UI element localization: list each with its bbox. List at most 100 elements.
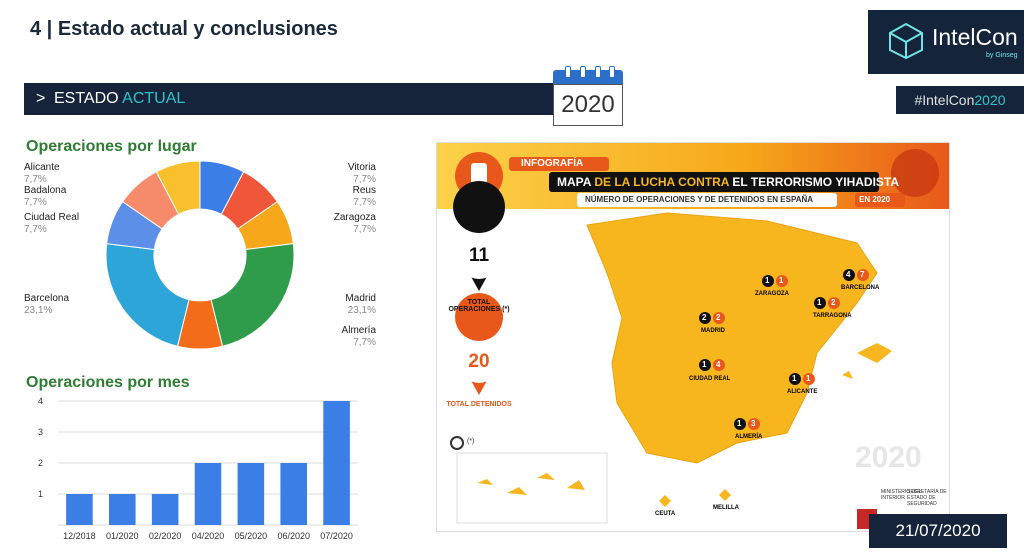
pin-det: 2: [831, 298, 836, 307]
pin-det: 1: [779, 276, 784, 285]
pie-chart-title: Operaciones por lugar: [26, 138, 197, 155]
melilla-shape: [719, 489, 731, 501]
pie-label: Almería: [341, 325, 376, 336]
pie-pct: 7,7%: [24, 174, 47, 185]
pie-label: Zaragoza: [333, 212, 376, 223]
pin-ops: 1: [792, 374, 797, 383]
donut-chart: [105, 160, 295, 350]
hashtag-badge: #IntelCon2020: [896, 86, 1024, 114]
location-pin-icon: [450, 436, 464, 450]
city-label: ALICANTE: [787, 389, 818, 395]
x-tick-label: 12/2018: [63, 531, 96, 541]
city-label: CEUTA: [655, 511, 676, 517]
x-tick-label: 02/2020: [149, 531, 182, 541]
pie-label: Alicante: [24, 162, 60, 173]
page-title: 4 | Estado actual y conclusiones: [30, 18, 338, 40]
pie-slice-barcelona: [105, 243, 190, 347]
city-label: ALMERÍA: [735, 434, 763, 440]
detained-pin-icon: [455, 293, 504, 395]
pin-ops: 1: [765, 276, 770, 285]
city-label: BARCELONA: [841, 285, 880, 291]
map-canvas: [437, 143, 949, 529]
y-tick-label: 3: [38, 427, 43, 437]
total-operations-number: 11: [468, 245, 490, 266]
city-pin-icon: [762, 275, 774, 287]
city-pin-icon: [734, 418, 746, 430]
pie-pct: 7,7%: [353, 224, 376, 235]
globe-icon: [891, 149, 939, 197]
chevron-right-icon: >: [36, 90, 46, 107]
city-pin-icon: [843, 269, 855, 281]
bar-06-2020: [280, 463, 307, 525]
bar-04-2020: [194, 463, 222, 525]
calendar-icon: 2020: [553, 66, 623, 126]
bar-12-2018: [66, 494, 93, 525]
city-label: MELILLA: [713, 505, 739, 511]
city-pin-icon: [699, 312, 711, 324]
map-note: (*): [467, 438, 475, 445]
ceuta-shape: [659, 495, 671, 507]
total-operations-label: TOTAL OPERACIONES (*): [448, 299, 510, 313]
map-headline: MAPA DE LA LUCHA CONTRA EL TERRORISMO YI…: [557, 175, 900, 189]
map-subtitle: NÚMERO DE OPERACIONES Y DE DETENIDOS EN …: [585, 195, 814, 204]
pie-pct: 7,7%: [24, 224, 47, 235]
cube-logo-icon: [889, 22, 923, 60]
bar-05-2020: [237, 463, 265, 525]
pin-det: 1: [806, 374, 811, 383]
y-tick-label: 4: [38, 396, 43, 406]
total-detained-label: TOTAL DETENIDOS: [446, 401, 512, 408]
bar-01-2020: [109, 494, 136, 525]
pie-pct: 23,1%: [24, 305, 53, 316]
ministerio-label: MINISTERIO DEL INTERIOR: [881, 489, 922, 501]
pie-label: Vitoria: [347, 162, 376, 173]
pie-slice-alicante: [155, 160, 201, 215]
map-big-year: 2020: [855, 441, 922, 474]
pie-pct: 7,7%: [353, 197, 376, 208]
pie-label: Ciudad Real: [24, 212, 80, 223]
pin-det: 3: [751, 419, 756, 428]
pin-ops: 1: [702, 360, 707, 369]
pie-label: Reus: [352, 185, 376, 196]
pin-ops: 2: [702, 313, 707, 322]
x-tick-label: 01/2020: [106, 531, 139, 541]
x-tick-label: 07/2020: [320, 531, 353, 541]
intelcon-logo: IntelCon by Ginseg: [868, 10, 1024, 74]
pie-label: Barcelona: [24, 293, 70, 304]
logo-name: IntelCon: [932, 24, 1018, 50]
map-subtitle-year: EN 2020: [859, 195, 891, 204]
pie-pct: 23,1%: [347, 305, 376, 316]
pie-pct: 7,7%: [353, 174, 376, 185]
city-pin-icon: [699, 359, 711, 371]
operations-pin-icon: [453, 181, 506, 291]
pin-ops: 1: [817, 298, 822, 307]
date-badge: 21/07/2020: [869, 514, 1007, 548]
pie-pct: 7,7%: [24, 197, 47, 208]
pie-label: Madrid: [345, 293, 376, 304]
x-tick-label: 04/2020: [192, 531, 225, 541]
pie-label: Badalona: [24, 185, 67, 196]
total-detained-number: 20: [468, 351, 490, 372]
spain-map: [586, 212, 878, 464]
city-pin-icon: [814, 297, 826, 309]
pie-pct: 7,7%: [353, 337, 376, 348]
pin-det: 7: [860, 270, 865, 279]
bar-chart-title: Operaciones por mes: [26, 374, 190, 391]
city-label: MADRID: [701, 328, 725, 334]
secretaria-label: SECRETARÍA DE ESTADO DE SEGURIDAD: [907, 489, 947, 507]
bar-02-2020: [151, 494, 179, 525]
balearic-islands: [857, 343, 892, 363]
city-pin-icon: [789, 373, 801, 385]
canary-inset: [456, 452, 608, 524]
x-tick-label: 05/2020: [235, 531, 268, 541]
city-label: TARRAGONA: [813, 313, 852, 319]
pin-ops: 4: [846, 270, 851, 279]
infographic-map: INFOGRAFÍA MAPA DE LA LUCHA CONTRA EL TE…: [436, 142, 950, 532]
section-bar: > ESTADO ACTUAL: [24, 83, 554, 115]
pin-ops: 1: [737, 419, 742, 428]
city-label: CIUDAD REAL: [689, 376, 731, 382]
bar-07-2020: [323, 401, 350, 525]
pie-slice-madrid: [210, 243, 295, 347]
bar-chart: 1 2 3 4 12/2018 01/2020 02/2020 04/2020 05/2020 0…: [38, 396, 358, 541]
section-label: ESTADO ACTUAL: [54, 90, 186, 107]
pin-det: 2: [716, 313, 721, 322]
